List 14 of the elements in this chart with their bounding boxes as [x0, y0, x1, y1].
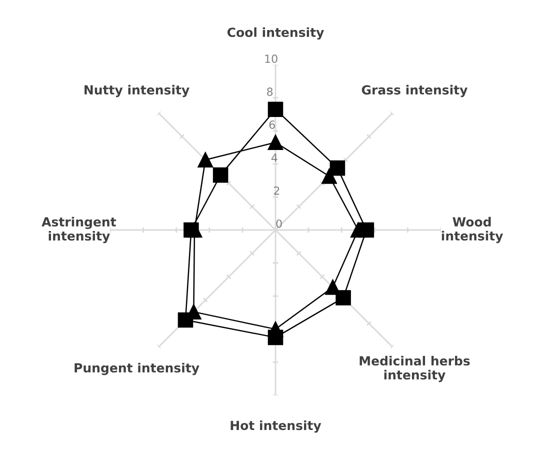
y-tick-label: 10 [265, 54, 278, 63]
y-tick-label: 0 [276, 219, 282, 228]
y-tick-label: 2 [274, 186, 280, 195]
spoke-label: Cool intensity [227, 27, 324, 40]
spoke-label: Nutty intensity [84, 84, 190, 98]
y-tick-label: 8 [267, 88, 273, 96]
spoke-label: Medicinal herbs intensity [360, 356, 470, 382]
spoke-label: Grass intensity [362, 84, 468, 98]
spoke-label: Hot intensity [230, 420, 322, 433]
spoke-label: Astringent intensity [42, 216, 116, 244]
spoke-label: Pungent intensity [74, 362, 200, 376]
y-tick-label: 4 [271, 154, 278, 162]
y-tick-label: 6 [269, 120, 275, 129]
spoke-label: Wood intensity [442, 216, 504, 244]
